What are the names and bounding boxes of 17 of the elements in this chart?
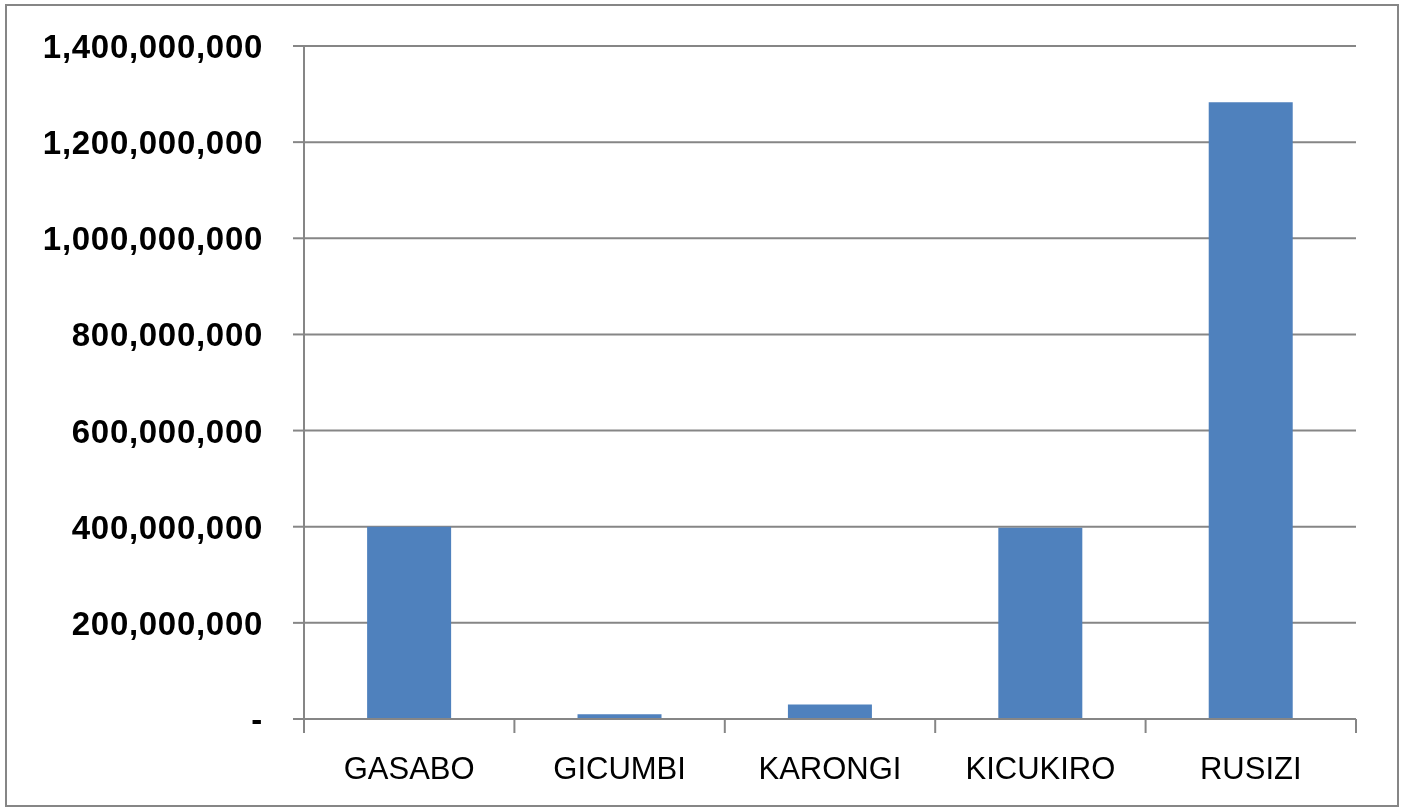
y-tick-label: 600,000,000 [71, 412, 263, 450]
y-tick-label: - [251, 700, 263, 738]
y-tick-label: 400,000,000 [71, 508, 263, 546]
x-tick-label: GASABO [343, 751, 475, 786]
x-tick-label: KICUKIRO [965, 751, 1116, 786]
x-tick-label: GICUMBI [553, 751, 686, 786]
bar [998, 527, 1083, 719]
bar [787, 704, 872, 719]
y-tick-label: 800,000,000 [71, 315, 263, 353]
x-tick-label: RUSIZI [1199, 751, 1302, 786]
y-tick-label: 1,400,000,000 [42, 27, 263, 65]
bar [367, 526, 452, 719]
y-tick-label: 200,000,000 [71, 604, 263, 642]
y-tick-label: 1,000,000,000 [42, 219, 263, 257]
bar [1208, 102, 1293, 719]
y-tick-label: 1,200,000,000 [42, 123, 263, 161]
x-tick-label: KARONGI [758, 751, 902, 786]
